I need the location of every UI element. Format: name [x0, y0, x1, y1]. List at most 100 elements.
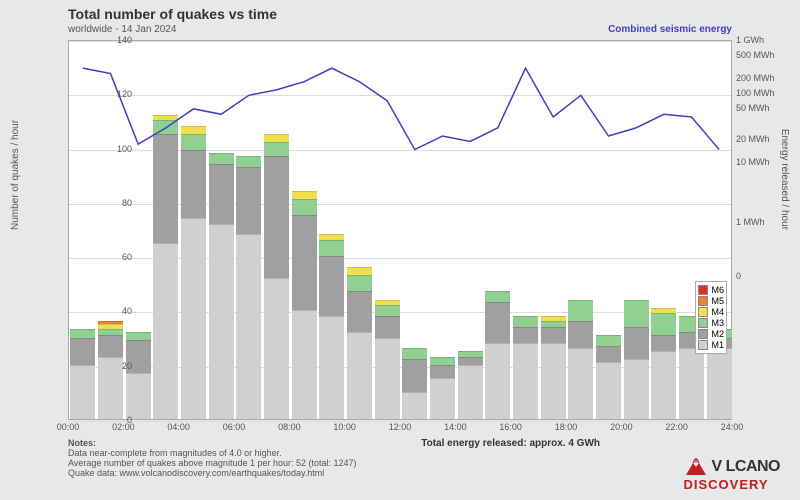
bar-segment-M4 — [347, 267, 372, 275]
bar-segment-M2 — [264, 156, 289, 278]
bar-segment-M3 — [153, 120, 178, 134]
volcano-discovery-logo: V LCANO DISCOVERY — [684, 457, 781, 492]
bar-segment-M3 — [458, 351, 483, 356]
xtick: 12:00 — [389, 422, 412, 432]
legend-item-M5: M5 — [698, 296, 724, 306]
bar-segment-M2 — [485, 302, 510, 343]
bar-segment-M3 — [568, 300, 593, 322]
xtick: 06:00 — [223, 422, 246, 432]
bar-hour — [70, 329, 95, 419]
bar-hour — [126, 332, 151, 419]
bar-segment-M3 — [236, 156, 261, 167]
bar-segment-M1 — [458, 365, 483, 419]
y-axis-left-label: Number of quakes / hour — [10, 120, 21, 230]
bar-segment-M2 — [181, 150, 206, 218]
bar-segment-M2 — [153, 134, 178, 243]
bar-hour — [541, 316, 566, 419]
bar-segment-M1 — [568, 348, 593, 419]
bar-segment-M1 — [347, 332, 372, 419]
bar-hour — [596, 335, 621, 419]
bar-hour — [402, 348, 427, 419]
bar-segment-M1 — [402, 392, 427, 419]
bar-segment-M1 — [236, 234, 261, 419]
bar-segment-M2 — [596, 346, 621, 362]
legend-label: M5 — [711, 296, 724, 306]
xtick: 16:00 — [499, 422, 522, 432]
ytick-left: 20 — [72, 361, 132, 371]
legend-swatch — [698, 285, 708, 295]
bar-segment-M4 — [153, 115, 178, 120]
notes-section: Notes: Data near-complete from magnitude… — [68, 438, 357, 478]
chart-container: Total number of quakes vs time worldwide… — [0, 0, 800, 500]
bar-hour — [624, 300, 649, 419]
energy-line — [83, 68, 719, 149]
bar-segment-M1 — [375, 338, 400, 419]
ytick-right: 100 MWh — [736, 88, 775, 98]
bar-segment-M1 — [707, 348, 732, 419]
ytick-right: 200 MWh — [736, 73, 775, 83]
ytick-left: 100 — [72, 144, 132, 154]
notes-line2: Average number of quakes above magnitude… — [68, 458, 357, 468]
legend-label: M6 — [711, 285, 724, 295]
bar-segment-M1 — [485, 343, 510, 419]
ytick-left: 80 — [72, 198, 132, 208]
magnitude-legend: M6M5M4M3M2M1 — [695, 281, 727, 354]
bar-hour — [458, 351, 483, 419]
bar-segment-M2 — [347, 291, 372, 332]
legend-item-M2: M2 — [698, 329, 724, 339]
xtick: 04:00 — [167, 422, 190, 432]
bar-segment-M3 — [402, 348, 427, 359]
bar-segment-M3 — [541, 321, 566, 326]
xtick: 14:00 — [444, 422, 467, 432]
ytick-right: 50 MWh — [736, 103, 770, 113]
bar-segment-M2 — [98, 335, 123, 357]
bar-segment-M5 — [98, 321, 123, 324]
bar-segment-M3 — [292, 199, 317, 215]
bar-segment-M4 — [264, 134, 289, 142]
bar-segment-M3 — [485, 291, 510, 302]
legend-label: M2 — [711, 329, 724, 339]
bar-segment-M2 — [568, 321, 593, 348]
bar-segment-M1 — [624, 359, 649, 419]
legend-label: M4 — [711, 307, 724, 317]
ytick-left: 140 — [72, 35, 132, 45]
bar-segment-M3 — [126, 332, 151, 340]
bar-segment-M3 — [347, 275, 372, 291]
bar-segment-M4 — [98, 324, 123, 329]
bar-segment-M2 — [624, 327, 649, 360]
notes-line1: Data near-complete from magnitudes of 4.… — [68, 448, 282, 458]
bar-hour — [430, 357, 455, 419]
bar-segment-M4 — [651, 308, 676, 313]
bar-segment-M1 — [541, 343, 566, 419]
logo-text-volcano: V LCANO — [712, 458, 781, 476]
bar-segment-M3 — [264, 142, 289, 156]
bar-segment-M1 — [596, 362, 621, 419]
bar-hour — [181, 126, 206, 419]
bar-segment-M2 — [513, 327, 538, 343]
bar-segment-M2 — [292, 215, 317, 310]
bar-hour — [513, 316, 538, 419]
legend-swatch — [698, 307, 708, 317]
bar-hour — [153, 115, 178, 419]
ytick-right: 1 MWh — [736, 217, 765, 227]
bar-segment-M2 — [209, 164, 234, 224]
chart-title: Total number of quakes vs time — [68, 6, 277, 22]
bar-segment-M3 — [651, 313, 676, 335]
bar-segment-M2 — [541, 327, 566, 343]
ytick-left: 40 — [72, 306, 132, 316]
xtick: 18:00 — [555, 422, 578, 432]
xtick: 10:00 — [333, 422, 356, 432]
bar-hour — [236, 156, 261, 419]
bar-segment-M1 — [319, 316, 344, 419]
ytick-right: 0 — [736, 271, 741, 281]
bar-segment-M2 — [430, 365, 455, 379]
ytick-right: 20 MWh — [736, 134, 770, 144]
bar-segment-M3 — [319, 240, 344, 256]
bar-segment-M1 — [430, 378, 455, 419]
bar-segment-M3 — [209, 153, 234, 164]
bar-hour — [375, 300, 400, 419]
legend-swatch — [698, 329, 708, 339]
bar-segment-M4 — [541, 316, 566, 321]
legend-item-M4: M4 — [698, 307, 724, 317]
bar-hour — [651, 308, 676, 419]
